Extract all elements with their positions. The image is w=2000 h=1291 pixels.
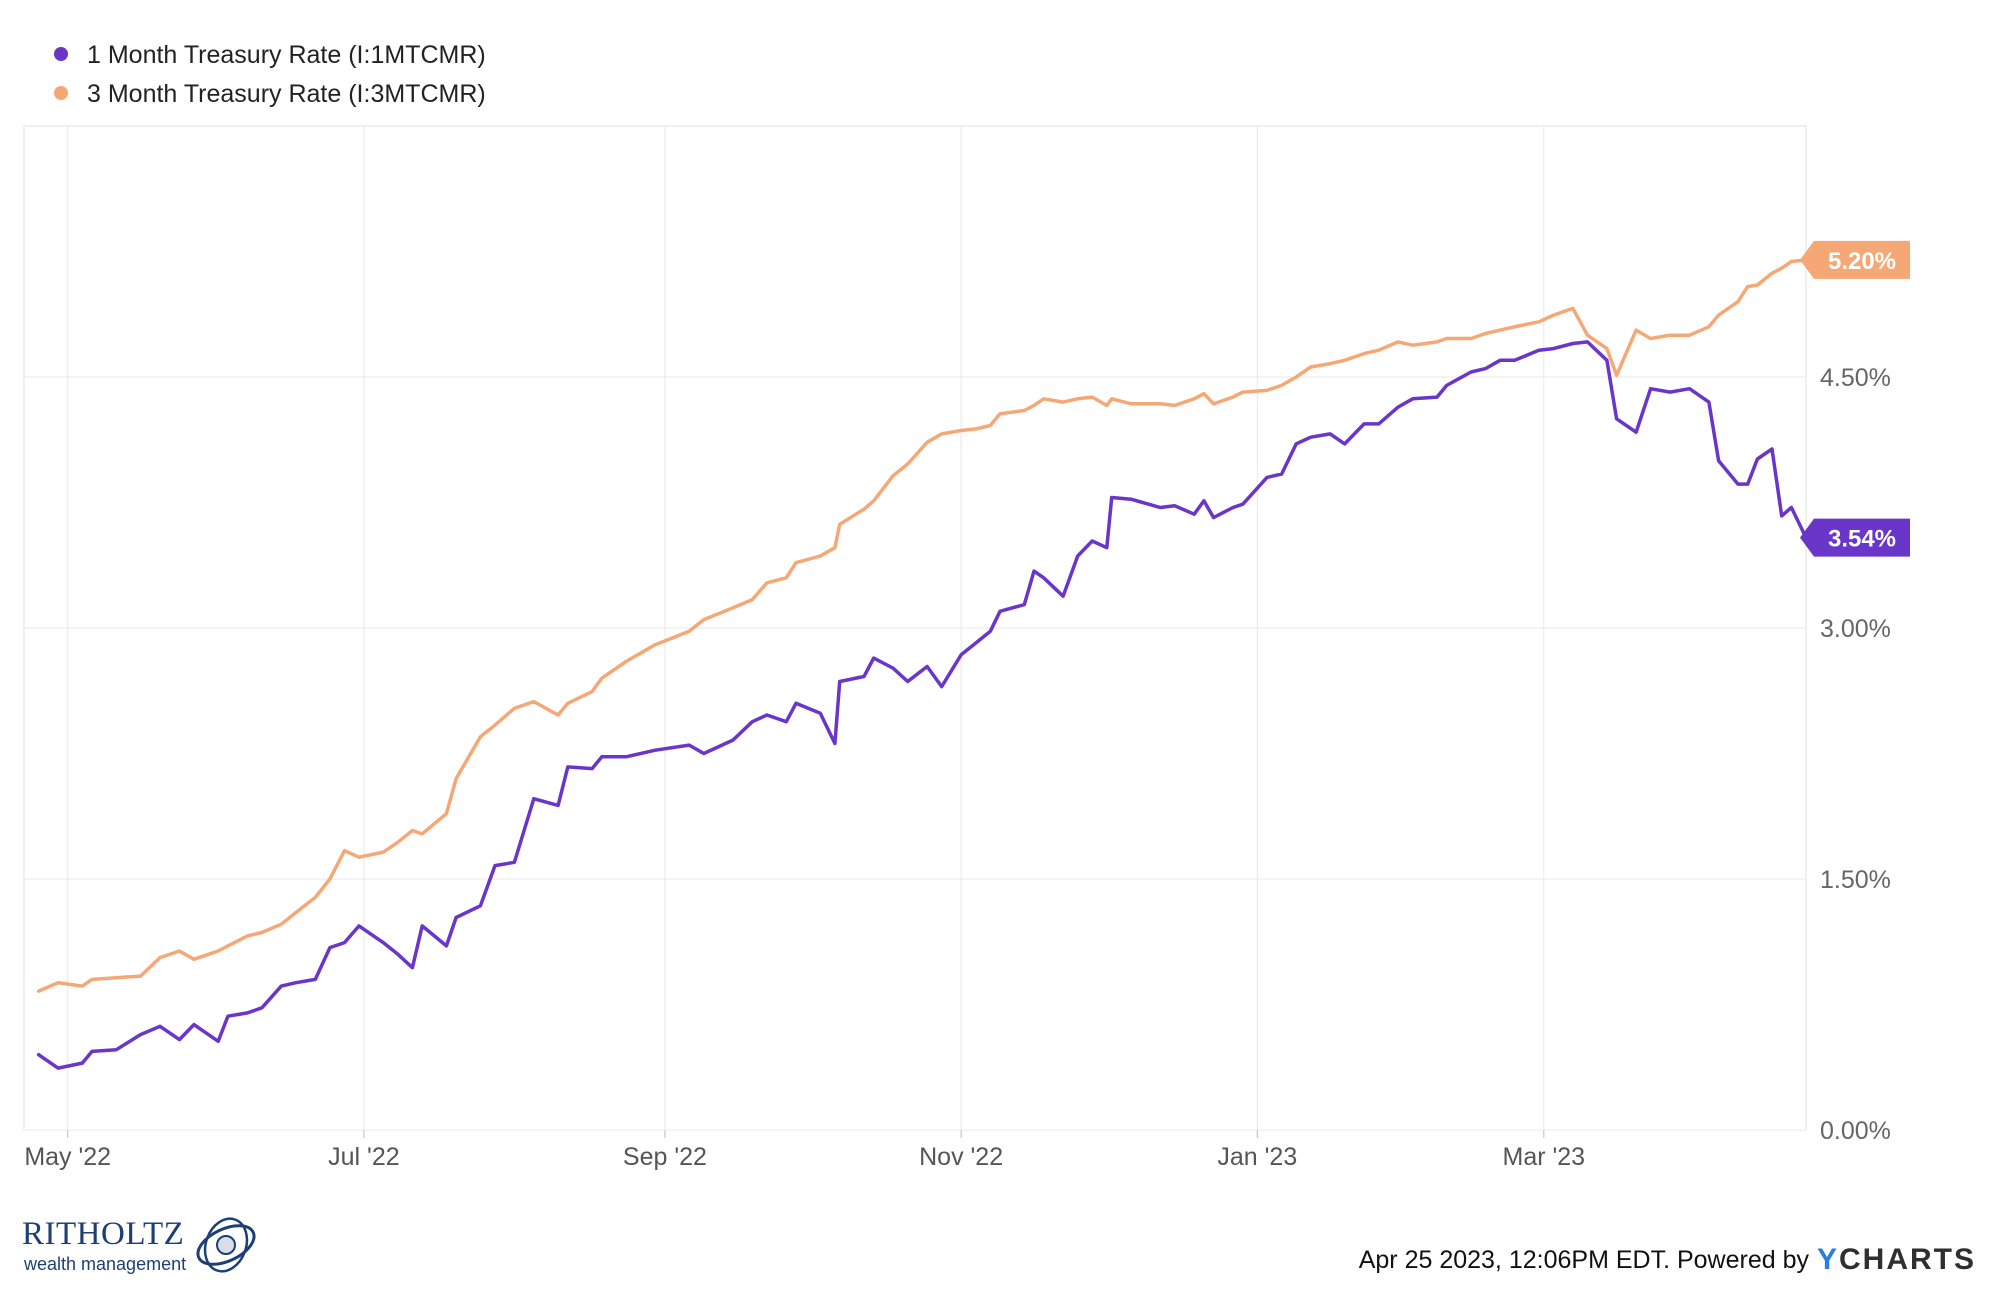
y-tick-label: 3.00% (1820, 615, 1891, 643)
x-axis: May '22 Jul '22 Sep '22 Nov '22 Jan '23 Mar '… (24, 1143, 1585, 1171)
end-label-tag (1800, 240, 1910, 279)
y-tick-label: 0.00% (1820, 1117, 1891, 1145)
ycharts-logo: YCHARTS (1817, 1243, 1976, 1277)
logo-subtitle: wealth management (24, 1254, 187, 1274)
ritholtz-logo: RITHOLTZ wealth management (22, 1212, 256, 1282)
y-tick-label: 4.50% (1820, 364, 1891, 392)
legend-marker (54, 86, 68, 100)
ycharts-logo-rest: CHARTS (1839, 1243, 1976, 1276)
ycharts-logo-y: Y (1816, 1243, 1839, 1276)
y-axis: 0.00% 1.50% 3.00% 4.50% (1820, 364, 1891, 1145)
grid (23, 125, 1807, 1138)
x-tick-label: Mar '23 (1503, 1143, 1586, 1171)
x-tick-label: Nov '22 (919, 1143, 1003, 1171)
logo-name: RITHOLTZ (22, 1216, 185, 1252)
end-label-text: 3.54% (1828, 526, 1896, 553)
legend-label: 1 Month Treasury Rate (I:1MTCMR) (87, 41, 486, 69)
series-lines (36, 258, 1808, 1070)
end-label-tag (1800, 518, 1910, 557)
end-labels: 3.54% 5.20% (1800, 240, 1910, 557)
series-line (36, 340, 1808, 1070)
footer: Apr 25 2023, 12:06PM EDT. Powered by YCH… (1359, 1243, 1976, 1277)
x-tick-label: Jul '22 (328, 1143, 399, 1171)
footer-timestamp: Apr 25 2023, 12:06PM EDT. Powered by (1358, 1245, 1809, 1274)
legend-marker (54, 47, 68, 61)
globe-icon (196, 1217, 256, 1273)
series-line (36, 258, 1808, 993)
y-tick-label: 1.50% (1820, 866, 1891, 894)
x-tick-label: Jan '23 (1217, 1143, 1297, 1171)
x-tick-label: May '22 (24, 1143, 111, 1171)
end-label-text: 5.20% (1828, 248, 1896, 275)
legend-label: 3 Month Treasury Rate (I:3MTCMR) (87, 80, 486, 108)
x-tick-label: Sep '22 (623, 1143, 707, 1171)
legend: 1 Month Treasury Rate (I:1MTCMR) 3 Month … (54, 41, 486, 108)
